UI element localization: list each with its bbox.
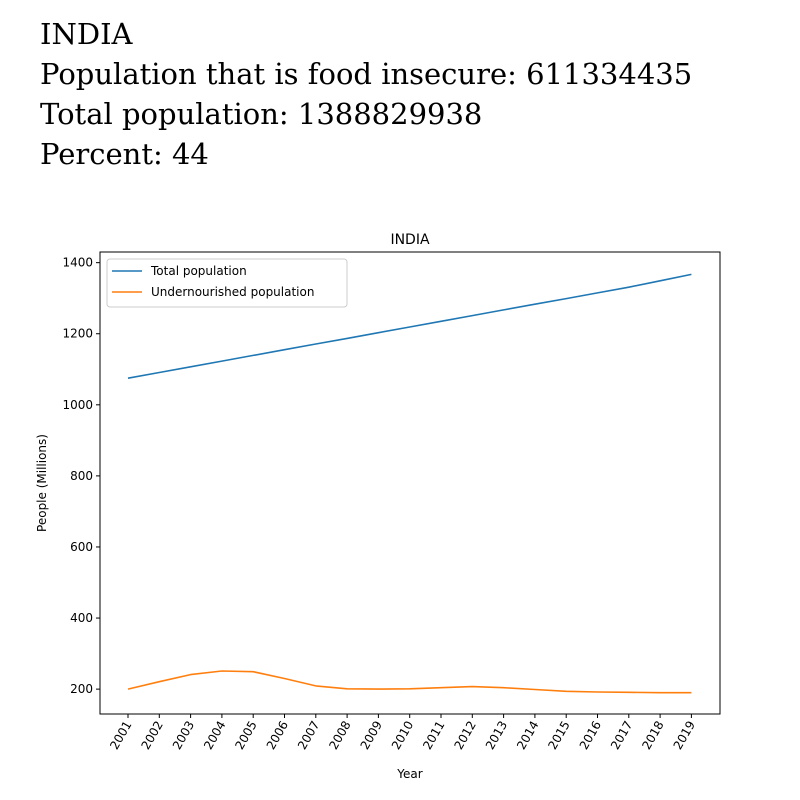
- percent-line: Percent: 44: [40, 137, 209, 171]
- x-tick-label: 2007: [295, 719, 322, 752]
- food-insecure-line: Population that is food insecure: 611334…: [40, 57, 693, 91]
- y-tick-label: 600: [70, 540, 93, 554]
- x-tick-label: 2004: [201, 719, 228, 752]
- y-tick-label: 1200: [62, 327, 93, 341]
- chart-title: INDIA: [390, 232, 430, 248]
- x-tick-label: 2006: [264, 719, 291, 752]
- x-tick-label: 2001: [107, 719, 134, 752]
- y-tick-label: 1000: [62, 398, 93, 412]
- country-name: INDIA: [40, 17, 133, 51]
- legend-box: [106, 258, 348, 308]
- legend: Total population Undernourished populatio…: [106, 258, 348, 308]
- total-population-line: Total population: 1388829938: [40, 97, 483, 131]
- x-tick-label: 2015: [545, 719, 572, 752]
- y-tick-label: 200: [70, 682, 93, 696]
- x-tick-label: 2002: [139, 719, 166, 752]
- x-tick-label: 2019: [671, 719, 698, 752]
- x-tick-label: 2013: [483, 719, 510, 752]
- legend-label-1: Total population: [150, 264, 247, 278]
- plot-area: [127, 273, 692, 694]
- x-tick-label: 2011: [420, 719, 447, 752]
- x-tick-label: 2005: [232, 719, 259, 752]
- y-tick-label: 1400: [62, 256, 93, 270]
- y-axis-label: People (Millions): [35, 434, 49, 532]
- x-tick-label: 2017: [608, 719, 635, 752]
- x-tick-label: 2010: [389, 719, 416, 752]
- x-axis: 2001 2002 2003 2004 2005 2006 2007 2008 2009 2010…: [107, 714, 698, 752]
- x-tick-label: 2014: [514, 719, 541, 752]
- plot-frame: [99, 251, 721, 715]
- y-tick-label: 400: [70, 611, 93, 625]
- x-axis-label: Year: [396, 767, 422, 781]
- x-tick-label: 2018: [639, 719, 666, 752]
- y-axis: 200 400 600 800 1000 1200 1400: [62, 256, 100, 696]
- x-tick-label: 2008: [326, 719, 353, 752]
- x-tick-label: 2012: [452, 719, 479, 752]
- summary-header: INDIA Population that is food insecure: …: [40, 14, 692, 174]
- legend-label-2: Undernourished population: [151, 285, 314, 299]
- x-tick-label: 2009: [358, 719, 385, 752]
- series-line-2: [127, 670, 692, 694]
- y-tick-label: 800: [70, 469, 93, 483]
- x-tick-label: 2016: [577, 719, 604, 752]
- x-tick-label: 2003: [170, 719, 197, 752]
- series-line-1: [127, 273, 692, 379]
